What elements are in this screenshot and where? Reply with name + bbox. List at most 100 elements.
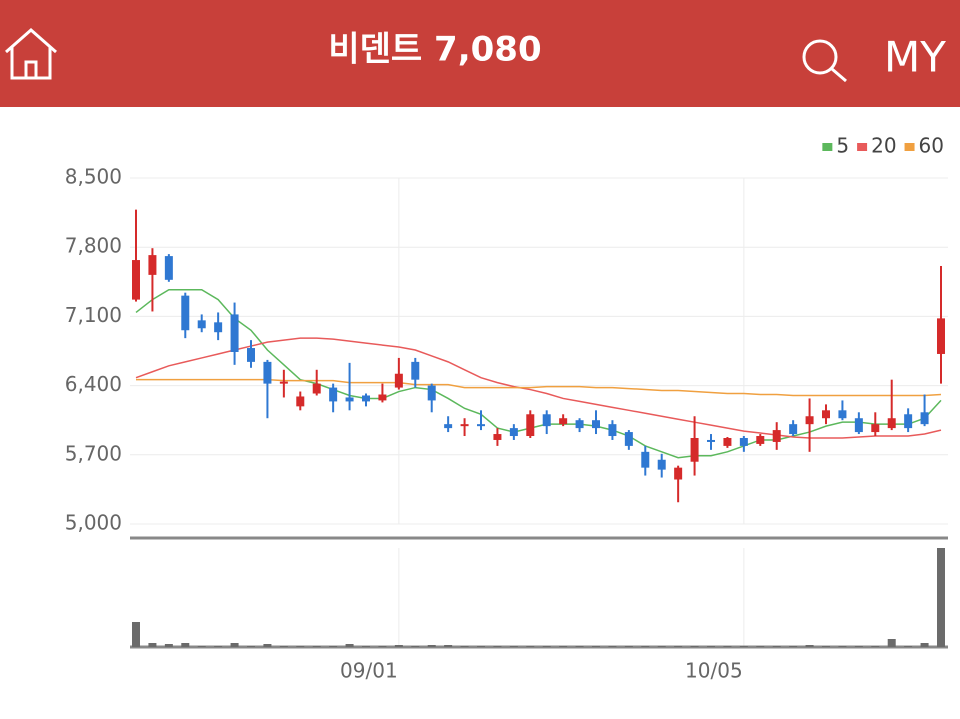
volume-bar [854, 646, 863, 647]
candle-body [427, 385, 436, 401]
volume-bar [559, 646, 568, 647]
volume-bar [312, 646, 321, 647]
volume-bar [362, 646, 370, 647]
my-button[interactable]: MY [884, 33, 946, 82]
volume-bar [230, 643, 239, 647]
candle-body [181, 295, 190, 331]
candle-body [230, 314, 239, 352]
candle-body [707, 439, 715, 442]
volume-bar [394, 645, 403, 647]
candle-body [805, 416, 814, 425]
volume-bar [427, 645, 436, 647]
x-tick-label: 10/05 [685, 659, 743, 683]
volume-bar [920, 643, 929, 647]
ma-line [136, 378, 942, 397]
candle-body [822, 410, 830, 419]
candle-body [937, 318, 945, 354]
candle-body [723, 437, 732, 446]
y-tick-label: 5,700 [65, 441, 122, 465]
candle-body [838, 410, 847, 419]
volume-bar [592, 646, 600, 647]
candle-body [657, 459, 666, 470]
volume-bar [739, 646, 748, 647]
candle-body [674, 467, 683, 480]
candle-body [756, 436, 765, 444]
volume-bar [887, 639, 896, 647]
legend-swatch [822, 143, 833, 151]
candle-body [444, 424, 453, 429]
volume-bar [772, 646, 781, 647]
volume-bar [132, 622, 140, 647]
volume-bar [624, 646, 633, 647]
candle-body [296, 396, 305, 407]
volume-bar [937, 548, 945, 647]
legend-swatch [857, 143, 868, 151]
y-tick-label: 7,800 [65, 234, 122, 258]
candle-body [772, 430, 781, 442]
volume-bar [657, 646, 666, 647]
candle-body [411, 361, 420, 380]
y-tick-label: 5,000 [65, 511, 122, 535]
volume-bar [296, 646, 305, 647]
volume-bar [493, 646, 502, 647]
candle-body [739, 437, 748, 446]
search-handle [831, 67, 847, 83]
candle-body [493, 434, 502, 440]
volume-bar [756, 646, 765, 647]
y-tick-label: 6,400 [65, 372, 122, 396]
header: 비덴트 7,080 MY [0, 0, 960, 107]
volume-bar [789, 646, 798, 647]
volume-bar [707, 646, 715, 647]
candle-body [559, 418, 568, 425]
candle-body [789, 424, 798, 435]
volume-bar [411, 646, 420, 647]
home-door [24, 60, 38, 78]
legend-label: 5 [836, 134, 849, 158]
volume-bar [181, 643, 190, 647]
header-title: 비덴트 7,080 [328, 30, 541, 70]
volume-bar [542, 646, 551, 647]
volume-bar [822, 646, 830, 647]
candle-body [312, 383, 321, 394]
candle-body [904, 414, 913, 429]
candle-body [509, 428, 518, 437]
candle-body [871, 424, 880, 433]
volume-bar [871, 646, 880, 647]
volume-bar [526, 646, 535, 647]
search-lens [802, 39, 838, 75]
y-tick-label: 8,500 [65, 165, 122, 189]
volume-bar [263, 644, 272, 647]
volume-bar [608, 646, 617, 647]
chart: 5,000 5,700 6,400 7,100 7,800 8,500 09/01 10/05… [65, 134, 948, 683]
candle-body [329, 387, 338, 402]
volume-bar [164, 644, 173, 647]
ma-line [135, 337, 942, 439]
search-button[interactable] [802, 39, 847, 83]
volume-bar [345, 644, 354, 647]
candle-body [592, 420, 600, 429]
candle-body [362, 395, 370, 402]
candle-body [247, 348, 255, 362]
home-roof [5, 28, 57, 54]
volume-bar [838, 646, 847, 647]
volume-bar [329, 646, 338, 647]
candle-body [279, 381, 288, 384]
volume-bar [904, 646, 913, 647]
candle-body [378, 394, 387, 401]
home-button[interactable] [5, 28, 57, 80]
volume-bar [214, 646, 223, 647]
volume-bar [509, 646, 518, 647]
candle-body [920, 412, 929, 425]
candle-body [854, 418, 863, 433]
y-tick-label: 7,100 [65, 303, 122, 327]
candle-body [197, 320, 206, 329]
candle-body [575, 420, 584, 429]
candle-body [132, 260, 140, 300]
candle-body [641, 451, 650, 468]
candle-body [608, 424, 617, 437]
candle-body [164, 256, 173, 280]
candle-body [148, 255, 157, 275]
volume-bar [477, 646, 485, 647]
legend-swatch [904, 143, 915, 151]
volume-bar [460, 646, 469, 647]
